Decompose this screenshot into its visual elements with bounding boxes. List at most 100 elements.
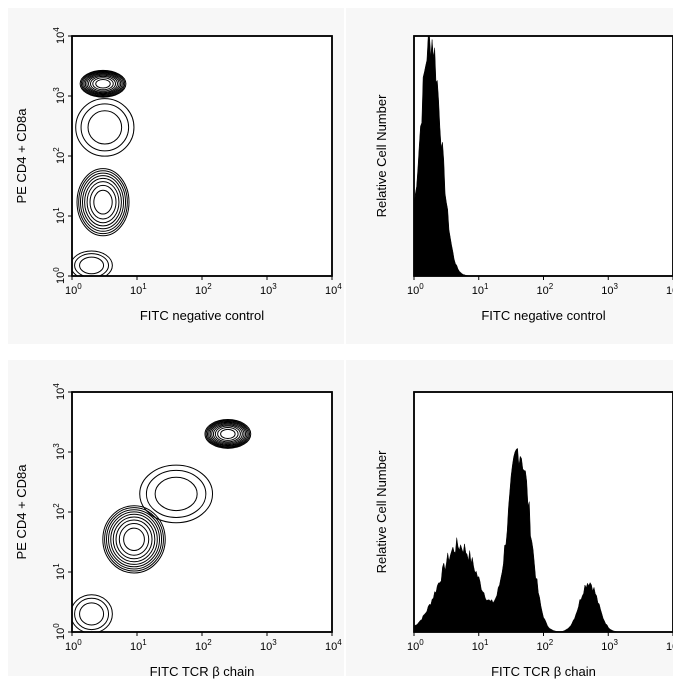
contour-line bbox=[214, 425, 241, 443]
plot-border bbox=[71, 35, 333, 277]
x-tick-label: 102 bbox=[537, 282, 554, 297]
contour-line bbox=[104, 507, 164, 572]
x-tick-label: 101 bbox=[130, 282, 147, 297]
x-axis-label: FITC TCR β chain bbox=[150, 664, 255, 679]
contour-line bbox=[87, 110, 123, 145]
contour-line bbox=[79, 172, 127, 232]
y-tick-label: 104 bbox=[52, 27, 67, 44]
x-tick-label: 100 bbox=[407, 282, 424, 297]
contour-line bbox=[79, 69, 127, 98]
contour-line bbox=[74, 597, 110, 631]
contour-line bbox=[212, 424, 243, 444]
x-tick-label: 103 bbox=[260, 282, 277, 297]
panel-a-contour-plot: 100 101 102 103 104 100 101 102 103 104 FITC negat… bbox=[14, 27, 342, 323]
x-tick-label: 104 bbox=[325, 282, 342, 297]
contour-line bbox=[86, 73, 120, 94]
contour-line bbox=[74, 253, 110, 276]
contour-line bbox=[209, 422, 247, 446]
contour-line bbox=[206, 420, 249, 448]
x-tick-label: 104 bbox=[666, 282, 673, 297]
x-tick-label: 101 bbox=[472, 282, 489, 297]
contour-line bbox=[217, 426, 239, 441]
contour-line bbox=[72, 594, 113, 632]
contour-line bbox=[84, 72, 122, 95]
x-tick-label: 100 bbox=[65, 282, 82, 297]
contour-line bbox=[92, 77, 114, 91]
contour-line bbox=[110, 513, 158, 565]
x-tick-label: 100 bbox=[407, 638, 424, 653]
y-tick-label: 102 bbox=[52, 147, 67, 164]
x-tick-label: 103 bbox=[601, 282, 618, 297]
contour-line bbox=[220, 428, 236, 439]
x-tick-label: 103 bbox=[260, 638, 277, 653]
contour-line bbox=[76, 168, 130, 237]
contour-line bbox=[112, 516, 156, 563]
plot-border bbox=[413, 391, 673, 633]
x-tick-label: 102 bbox=[195, 638, 212, 653]
plot-area bbox=[413, 35, 673, 277]
contour-line bbox=[139, 464, 214, 524]
y-axis-label: Relative Cell Number bbox=[374, 94, 389, 217]
contour-line bbox=[84, 177, 122, 227]
contour-line bbox=[89, 75, 117, 92]
plot-marks bbox=[414, 36, 673, 276]
y-tick-label: 103 bbox=[52, 443, 67, 460]
y-tick-label: 102 bbox=[52, 503, 67, 520]
plot-border bbox=[71, 391, 333, 633]
x-tick-label: 101 bbox=[472, 638, 489, 653]
contour-line bbox=[82, 71, 124, 97]
y-axis-label: PE CD4 + CD8a bbox=[14, 108, 29, 204]
x-axis-label: FITC negative control bbox=[140, 308, 264, 323]
x-axis-label: FITC TCR β chain bbox=[491, 664, 596, 679]
contour-line bbox=[80, 70, 126, 98]
contour-line bbox=[93, 189, 113, 215]
contour-line bbox=[75, 98, 135, 157]
y-axis-label: Relative Cell Number bbox=[374, 450, 389, 573]
plot-marks bbox=[72, 419, 252, 632]
y-axis-label: PE CD4 + CD8a bbox=[14, 464, 29, 560]
contour-line bbox=[204, 419, 252, 449]
plot-border bbox=[413, 35, 673, 277]
y-tick-label: 100 bbox=[52, 267, 67, 284]
x-tick-label: 104 bbox=[325, 638, 342, 653]
contour-line bbox=[78, 170, 128, 235]
y-tick-label: 100 bbox=[52, 623, 67, 640]
panel-b-histogram: 100 101 102 103 104 FITC negative control Rela… bbox=[374, 35, 673, 323]
histogram-area bbox=[414, 447, 673, 632]
y-tick-label: 103 bbox=[52, 87, 67, 104]
contour-line bbox=[208, 421, 248, 447]
panel-d-histogram: 100 101 102 103 104 FITC TCR β chain Relative … bbox=[374, 391, 673, 679]
contour-line bbox=[108, 511, 161, 568]
contour-line bbox=[88, 74, 118, 93]
contour-line bbox=[89, 184, 117, 220]
contour-line bbox=[123, 527, 145, 552]
x-tick-label: 103 bbox=[601, 638, 618, 653]
plot-marks bbox=[414, 447, 673, 632]
x-tick-label: 100 bbox=[65, 638, 82, 653]
y-tick-label: 101 bbox=[52, 207, 67, 224]
histogram-area bbox=[414, 36, 673, 276]
contour-line bbox=[86, 181, 120, 224]
contour-line bbox=[154, 476, 198, 512]
plot-area bbox=[71, 391, 333, 633]
contour-line bbox=[211, 423, 245, 445]
contour-line bbox=[80, 103, 130, 152]
contour-line bbox=[102, 505, 166, 574]
contour-line bbox=[79, 602, 105, 626]
contour-line bbox=[118, 523, 150, 556]
contour-line bbox=[205, 419, 251, 449]
contour-line bbox=[72, 250, 113, 276]
contour-line bbox=[106, 509, 163, 570]
contour-line bbox=[115, 519, 153, 560]
x-tick-label: 102 bbox=[195, 282, 212, 297]
x-tick-label: 101 bbox=[130, 638, 147, 653]
panel-c-contour-plot: 100 101 102 103 104 100 101 102 103 104 FITC TCR β… bbox=[14, 383, 342, 679]
contour-line bbox=[95, 79, 111, 89]
x-tick-label: 102 bbox=[537, 638, 554, 653]
y-tick-label: 101 bbox=[52, 563, 67, 580]
y-tick-label: 104 bbox=[52, 383, 67, 400]
contour-line bbox=[79, 256, 105, 275]
contour-line bbox=[81, 175, 125, 230]
x-axis-label: FITC negative control bbox=[481, 308, 605, 323]
